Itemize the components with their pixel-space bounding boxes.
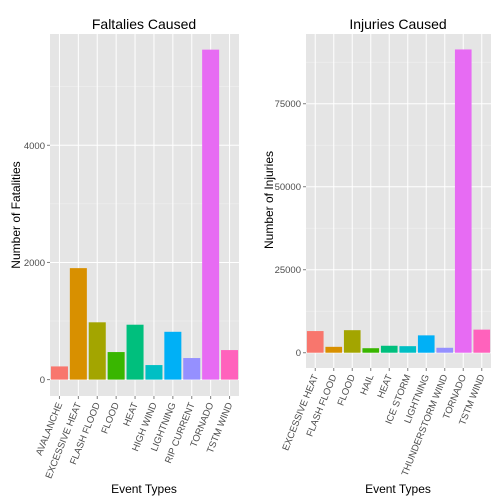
fatalities-chart: Faltalies Caused 0 2000 4000 AVALANCHEEXCE… (9, 16, 239, 496)
injuries-bar-excessive-heat (306, 331, 324, 353)
fatalities-y-tick-label: 0 (40, 375, 45, 386)
fatalities-bar-flood (107, 352, 125, 380)
injuries-bar-ice-storm (399, 346, 417, 353)
injuries-bar-flash-flood (325, 346, 343, 353)
fatalities-y-axis-title: Number of Fatalities (9, 161, 23, 268)
injuries-bars (306, 49, 491, 353)
fatalities-bar-tstm-wind (221, 350, 239, 380)
fatalities-x-tick-label-flood: FLOOD (99, 401, 122, 436)
injuries-y-ticks: 0 25000 50000 75000 (275, 99, 306, 359)
fatalities-chart-title: Faltalies Caused (92, 16, 196, 32)
fatalities-bar-flash-flood (88, 322, 106, 380)
injuries-y-tick-label: 75000 (275, 99, 301, 110)
fatalities-y-ticks: 0 2000 4000 (24, 141, 50, 386)
fatalities-x-axis-title: Event Types (111, 482, 177, 496)
fatalities-x-tick-label-heat: HEAT (121, 401, 140, 428)
injuries-chart-title: Injuries Caused (349, 16, 446, 32)
injuries-bar-heat (380, 345, 398, 353)
fatalities-bar-rip-current (183, 358, 201, 380)
injuries-x-tick-label-hail: HAIL (358, 373, 376, 397)
fatalities-bar-heat (126, 324, 144, 380)
injuries-chart: Injuries Caused 0 25000 50000 75000 EXCESSI… (262, 16, 491, 496)
injuries-bar-flood (343, 330, 361, 353)
injuries-bar-lightning (417, 335, 435, 353)
injuries-x-axis-title: Event Types (365, 482, 431, 496)
fatalities-bar-high-wind (145, 365, 163, 380)
injuries-bar-tornado (454, 49, 472, 353)
injuries-bar-tstm-wind (473, 329, 491, 353)
fatalities-y-tick-label: 2000 (24, 258, 45, 269)
injuries-y-tick-label: 50000 (275, 182, 301, 193)
fatalities-bar-avalanche (50, 366, 68, 380)
fatalities-y-tick-label: 4000 (24, 141, 45, 152)
fatalities-bar-lightning (164, 331, 182, 380)
injuries-y-axis-title: Number of Injuries (262, 151, 276, 249)
injuries-x-tick-label-heat: HEAT (376, 373, 395, 400)
injuries-y-tick-label: 25000 (275, 265, 301, 276)
injuries-y-tick-label: 0 (296, 348, 301, 359)
injuries-bar-thunderstorm-wind (436, 347, 454, 353)
fatalities-bar-tornado (202, 49, 220, 380)
fatalities-bar-excessive-heat (69, 268, 87, 380)
injuries-bar-hail (362, 348, 380, 353)
fatalities-bars (50, 49, 239, 380)
